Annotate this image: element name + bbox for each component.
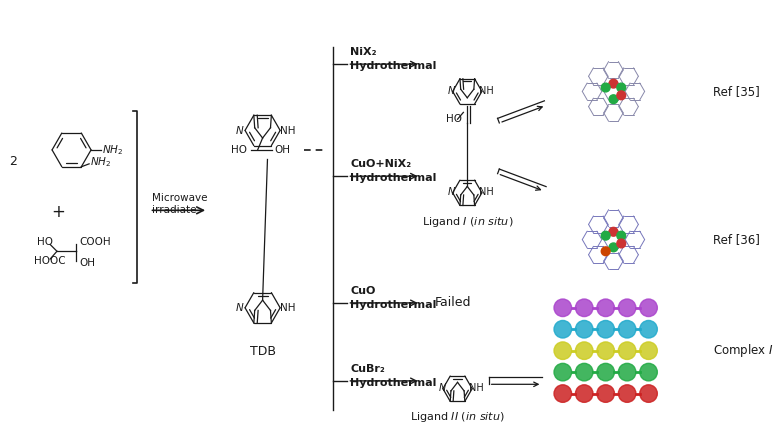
Circle shape [597,299,615,317]
Circle shape [619,385,636,402]
Circle shape [575,321,593,338]
Text: CuO: CuO [350,286,376,296]
Circle shape [554,321,572,338]
Text: N: N [448,86,456,96]
Text: N: N [448,187,456,197]
Text: NH: NH [479,187,493,197]
Text: Hydrothermal: Hydrothermal [350,300,437,310]
Circle shape [609,79,618,88]
Text: irradiate: irradiate [152,205,197,215]
Circle shape [640,299,657,317]
Text: +: + [51,203,65,221]
Circle shape [619,363,636,381]
Circle shape [619,299,636,317]
Text: Microwave: Microwave [152,193,208,202]
Text: Hydrothermal: Hydrothermal [350,61,437,71]
Circle shape [617,83,626,92]
Circle shape [554,299,572,317]
Circle shape [640,321,657,338]
Text: Hydrothermal: Hydrothermal [350,173,437,183]
Circle shape [597,385,615,402]
Circle shape [597,342,615,359]
Circle shape [554,342,572,359]
Circle shape [640,363,657,381]
Text: COOH: COOH [79,236,111,247]
Text: N: N [235,126,243,136]
Text: Ref [35]: Ref [35] [713,85,760,98]
Circle shape [575,299,593,317]
Text: $NH_2$: $NH_2$ [102,143,123,157]
Text: HO: HO [38,236,53,247]
Text: NH: NH [479,86,493,96]
Circle shape [601,231,610,240]
Circle shape [575,363,593,381]
Text: NH: NH [280,302,296,313]
Circle shape [617,239,626,248]
Text: Hydrothermal: Hydrothermal [350,378,437,388]
Text: OH: OH [274,145,290,155]
Circle shape [601,247,610,256]
Circle shape [575,385,593,402]
Circle shape [617,91,626,100]
Circle shape [617,231,626,240]
Circle shape [554,363,572,381]
Circle shape [609,243,618,252]
Text: NiX₂: NiX₂ [350,47,377,58]
Circle shape [640,385,657,402]
Circle shape [597,363,615,381]
Text: HO: HO [231,145,248,155]
Text: $NH_2$: $NH_2$ [90,155,111,169]
Text: Failed: Failed [435,297,472,310]
Text: N: N [438,383,445,393]
Text: HOOC: HOOC [34,256,65,266]
Circle shape [609,227,618,236]
Text: NH: NH [280,126,296,136]
Text: CuO+NiX₂: CuO+NiX₂ [350,159,412,169]
Circle shape [575,342,593,359]
Text: NH: NH [469,383,484,393]
Text: OH: OH [79,258,96,268]
Text: N: N [235,302,243,313]
Circle shape [554,385,572,402]
Circle shape [619,342,636,359]
Circle shape [609,95,618,103]
Text: TDB: TDB [249,345,276,358]
Circle shape [619,321,636,338]
Circle shape [601,83,610,92]
Circle shape [597,321,615,338]
Text: Complex $\mathit{I}$: Complex $\mathit{I}$ [713,342,774,359]
Text: 2: 2 [9,155,17,168]
Circle shape [640,342,657,359]
Text: CuBr₂: CuBr₂ [350,364,385,374]
Text: Ligand $\mathbf{\mathit{II}}$ ($\mathit{in\ situ}$): Ligand $\mathbf{\mathit{II}}$ ($\mathit{… [410,410,505,424]
Text: Ligand $\mathbf{\mathit{I}}$ ($\mathit{in\ situ}$): Ligand $\mathbf{\mathit{I}}$ ($\mathit{i… [422,215,513,229]
Text: Ref [36]: Ref [36] [713,233,760,246]
Text: HO: HO [446,114,462,124]
